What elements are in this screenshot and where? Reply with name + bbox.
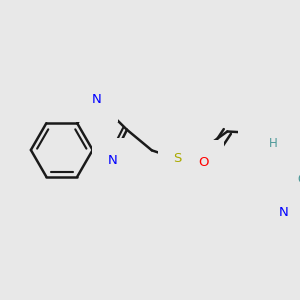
Text: N: N xyxy=(253,127,263,140)
Text: O: O xyxy=(198,156,208,169)
Text: C: C xyxy=(297,173,300,186)
Text: H: H xyxy=(269,137,278,150)
Text: H: H xyxy=(254,116,262,128)
Text: H: H xyxy=(92,82,100,95)
Text: S: S xyxy=(173,152,182,165)
Text: N: N xyxy=(279,206,289,219)
Text: N: N xyxy=(92,93,102,106)
Text: N: N xyxy=(107,154,117,167)
